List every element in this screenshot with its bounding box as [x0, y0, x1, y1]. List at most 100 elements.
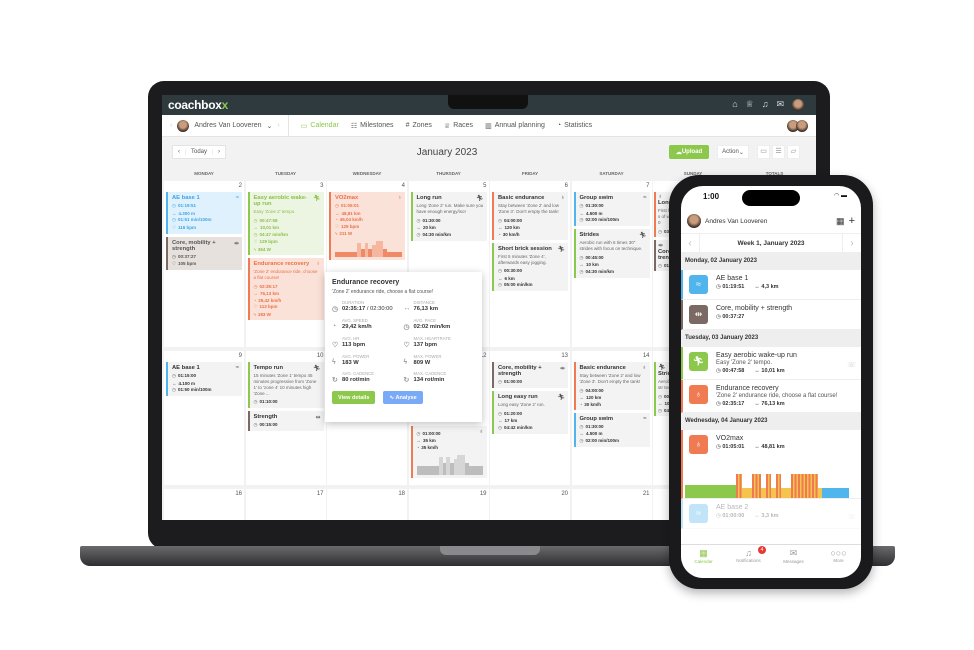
bell-icon[interactable]: ♫	[761, 99, 769, 109]
metric-icon: ◷	[416, 231, 421, 237]
workout-card[interactable]: ⇹ Strength ◷ 00:15:00	[247, 411, 324, 432]
day-cell[interactable]: 13 ⇹ Core, mobility + strength ◷ 01:00:00 🏃︎ L…	[490, 351, 570, 485]
comment-icon[interactable]: ☏	[847, 514, 856, 521]
tab-statistics[interactable]: ◔ Statistics	[557, 122, 592, 130]
logo[interactable]: coachboxx	[168, 98, 228, 112]
tab-calendar[interactable]: ▦ Calendar	[681, 545, 726, 578]
mail-icon[interactable]: ✉	[776, 99, 784, 109]
stat-label: DURATION	[342, 300, 365, 305]
stat-value-text: 137 bpm	[413, 342, 438, 348]
plus-icon[interactable]: +	[848, 215, 855, 227]
calendar-view-icon[interactable]: ▭	[757, 145, 770, 159]
workout-card[interactable]: ≈ AE base 1 ◷ 01:15:00 ↔ 4.100 m ◷ 01:50 min/10…	[166, 362, 242, 396]
day-cell[interactable]: 21	[571, 489, 652, 520]
day-cell[interactable]: 14 ♁ Basic endurance Stay between 'Zone 2' …	[571, 351, 652, 485]
metric-value: 01:30:00	[585, 423, 604, 429]
day-cell[interactable]: 20	[490, 489, 570, 520]
workout-card[interactable]: ≈ Group swim ◷ 01:30:00 ↔ 4.500 m ◷ 02:00 min/1…	[573, 192, 650, 226]
workout-card[interactable]: 🏃︎ Long run Long 'Zone 2' run. Make sure y…	[410, 192, 487, 241]
metric-value: 04:00:00	[503, 217, 522, 223]
metric-icon: ◷	[498, 424, 502, 430]
day-cell[interactable]: 19	[408, 489, 489, 520]
day-cell[interactable]: 9 ≈ AE base 1 ◷ 01:15:00 ↔ 4.100 m ◷ 01:50 min/1…	[164, 351, 244, 485]
stat-value: 134 rot/min	[414, 377, 445, 383]
workout-item[interactable]: ≈ AE base 1 ◷ 01:19:51 ↔ 4,3 km	[681, 270, 861, 300]
chevron-left-icon[interactable]: ‹	[688, 237, 692, 249]
tab-annual-planning[interactable]: ▥ Annual planning	[485, 122, 545, 130]
workout-card[interactable]: ♁ VO2max ◷ 01:05:01 ↔ 48,81 km ◔ 45,04 km/h ♡ 129…	[329, 192, 405, 260]
trophy-icon[interactable]: ♕	[745, 99, 754, 109]
workout-card[interactable]: ≈ AE base 1 ◷ 01:19:51 ↔ 4.300 m ◷ 01:51 min/10…	[166, 192, 242, 234]
avatar[interactable]	[792, 99, 804, 111]
tab-calendar[interactable]: ▭ Calendar	[301, 122, 339, 130]
metric-icon: ◔	[253, 297, 257, 303]
home-icon[interactable]: ⌂	[732, 99, 738, 109]
folder-icon[interactable]: ▱	[787, 145, 800, 159]
workout-item[interactable]: ♁ VO2max ◷ 01:05:01 ↔ 48,81 km	[681, 430, 861, 499]
today-button[interactable]: Today	[185, 149, 214, 155]
day-cell[interactable]: 6 ♁ Basic endurance Stay between 'Zone 2' a…	[490, 181, 570, 347]
action-dropdown[interactable]: Action ⌄	[717, 145, 749, 159]
tab-races[interactable]: ♕ Races	[444, 122, 473, 130]
workout-title: Core, stren	[658, 248, 678, 261]
avatar	[177, 119, 190, 132]
upload-button[interactable]: ☁ Upload	[669, 145, 709, 159]
workout-card[interactable]: 🏃︎ Short brick session First 5 minutes 'Zo…	[492, 242, 568, 292]
day-cell[interactable]: 2 ≈ AE base 1 ◷ 01:19:51 ↔ 4.300 m ◷ 01:51 min/1…	[164, 181, 244, 347]
workout-card[interactable]: 🏃︎ Tempo run 15 minutes 'Zone 1' tempo 45 …	[247, 362, 324, 409]
workout-item[interactable]: ⇹ Core, mobility + strength ◷ 00:37:27	[681, 300, 861, 330]
workout-metrics: ◷ 01:19:51 ↔ 4,3 km	[716, 284, 779, 290]
day-cell[interactable]: 3 🏃︎ Easy aerobic wake-up run Easy 'Zone 2'…	[245, 181, 326, 347]
tab-notifications[interactable]: ♫ 4 Notifications	[726, 545, 771, 578]
swim-icon: ≈	[643, 415, 647, 422]
workout-card[interactable]: ♁ Basic endurance Stay between 'Zone 2' an…	[573, 362, 650, 410]
day-cell[interactable]: 18	[327, 489, 407, 520]
day-cell[interactable]: 17	[245, 489, 326, 520]
avatar[interactable]	[687, 214, 701, 228]
analyse-button[interactable]: ∿ Analyse	[383, 391, 423, 404]
workout-card[interactable]: ⇹ Core, mobility + strength ◷ 00:37:27 ♡ 105 …	[166, 236, 242, 270]
tab-more[interactable]: ○○○ More	[816, 545, 861, 578]
calendar-icon[interactable]: ▦	[836, 215, 845, 226]
avatar[interactable]	[796, 119, 808, 132]
prev-button[interactable]: ‹	[178, 149, 180, 155]
tab-milestones[interactable]: ☷ Milestones	[351, 122, 394, 130]
day-cell[interactable]: 16	[164, 489, 244, 520]
chart-bar	[372, 245, 376, 257]
workout-metric: ◷ 01:00:00	[417, 431, 484, 437]
workout-card[interactable]: 🏃︎ Easy aerobic wake-up run Easy 'Zone 2' …	[247, 192, 324, 255]
workout-card[interactable]: 🏃︎ Long easy run Long easy 'Zone 2' run. ◷ 0…	[492, 391, 568, 434]
athlete-selector[interactable]: ‹ Andres Van Looveren ⌄ ›	[162, 115, 289, 136]
filter-icon[interactable]: ☰	[772, 145, 785, 159]
distance: ↔ 76,13 km	[754, 401, 784, 407]
chart-bar	[394, 252, 399, 257]
workout-title: Long easy run	[498, 394, 538, 400]
chevron-right-icon[interactable]: ›	[277, 122, 280, 129]
workout-item[interactable]: 🏃︎ Easy aerobic wake-up run Easy 'Zone 2' …	[681, 347, 861, 380]
comment-icon[interactable]: ☏	[847, 362, 856, 369]
workout-card[interactable]: 🏃︎ Strides Aerobic run with 6 times 30" st…	[573, 229, 650, 278]
day-cell[interactable]: 10 🏃︎ Tempo run 15 minutes 'Zone 1' tempo 4…	[245, 351, 326, 485]
tab-label: Notifications	[736, 558, 761, 563]
workout-card[interactable]: ♁ Basic endurance Stay between 'Zone 2' an…	[492, 192, 568, 240]
workout-card[interactable]: ⇹ Core, mobility + strength ◷ 01:00:00	[492, 362, 568, 388]
view-buttons: ▭ ☰ ▱	[757, 145, 800, 159]
workout-item[interactable]: ♁ Endurance recovery 'Zone 2' endurance ri…	[681, 380, 861, 413]
chevron-left-icon[interactable]: ‹	[170, 122, 173, 129]
laptop-groove	[440, 546, 540, 555]
chevron-right-icon[interactable]: ›	[850, 237, 854, 249]
workout-card[interactable]: ♁ Endurance recovery 'Zone 2' endurance ri…	[247, 257, 324, 320]
workout-info: AE base 1 ◷ 01:19:51 ↔ 4,3 km	[716, 275, 779, 294]
tab-messages[interactable]: ✉ Messages	[771, 545, 816, 578]
day-cell[interactable]: 7 ≈ Group swim ◷ 01:30:00 ↔ 4.500 m ◷ 02:00 min/…	[571, 181, 652, 347]
run-icon: 🏃︎	[658, 365, 666, 371]
workout-item[interactable]: ≈ AE base 2 ◷ 01:00:00 ↔ 3,3 km ☏	[681, 499, 861, 529]
next-button[interactable]: ›	[218, 149, 221, 155]
view-details-button[interactable]: View details	[332, 391, 376, 404]
workout-card[interactable]: ♁ ◷ 01:00:00 ↔ 35 km ◔ 35 km/h	[410, 426, 487, 478]
workout-card[interactable]: ≈ Group swim ◷ 01:30:00 ↔ 4.500 m ◷ 02:00 min/1…	[573, 412, 650, 447]
workout-metric: ◷ 01:15:00	[172, 373, 239, 379]
workout-metric: ◷ 04:00:00	[498, 218, 565, 224]
distance: ↔ 4,3 km	[754, 284, 778, 290]
tab-zones[interactable]: # Zones	[406, 122, 432, 130]
